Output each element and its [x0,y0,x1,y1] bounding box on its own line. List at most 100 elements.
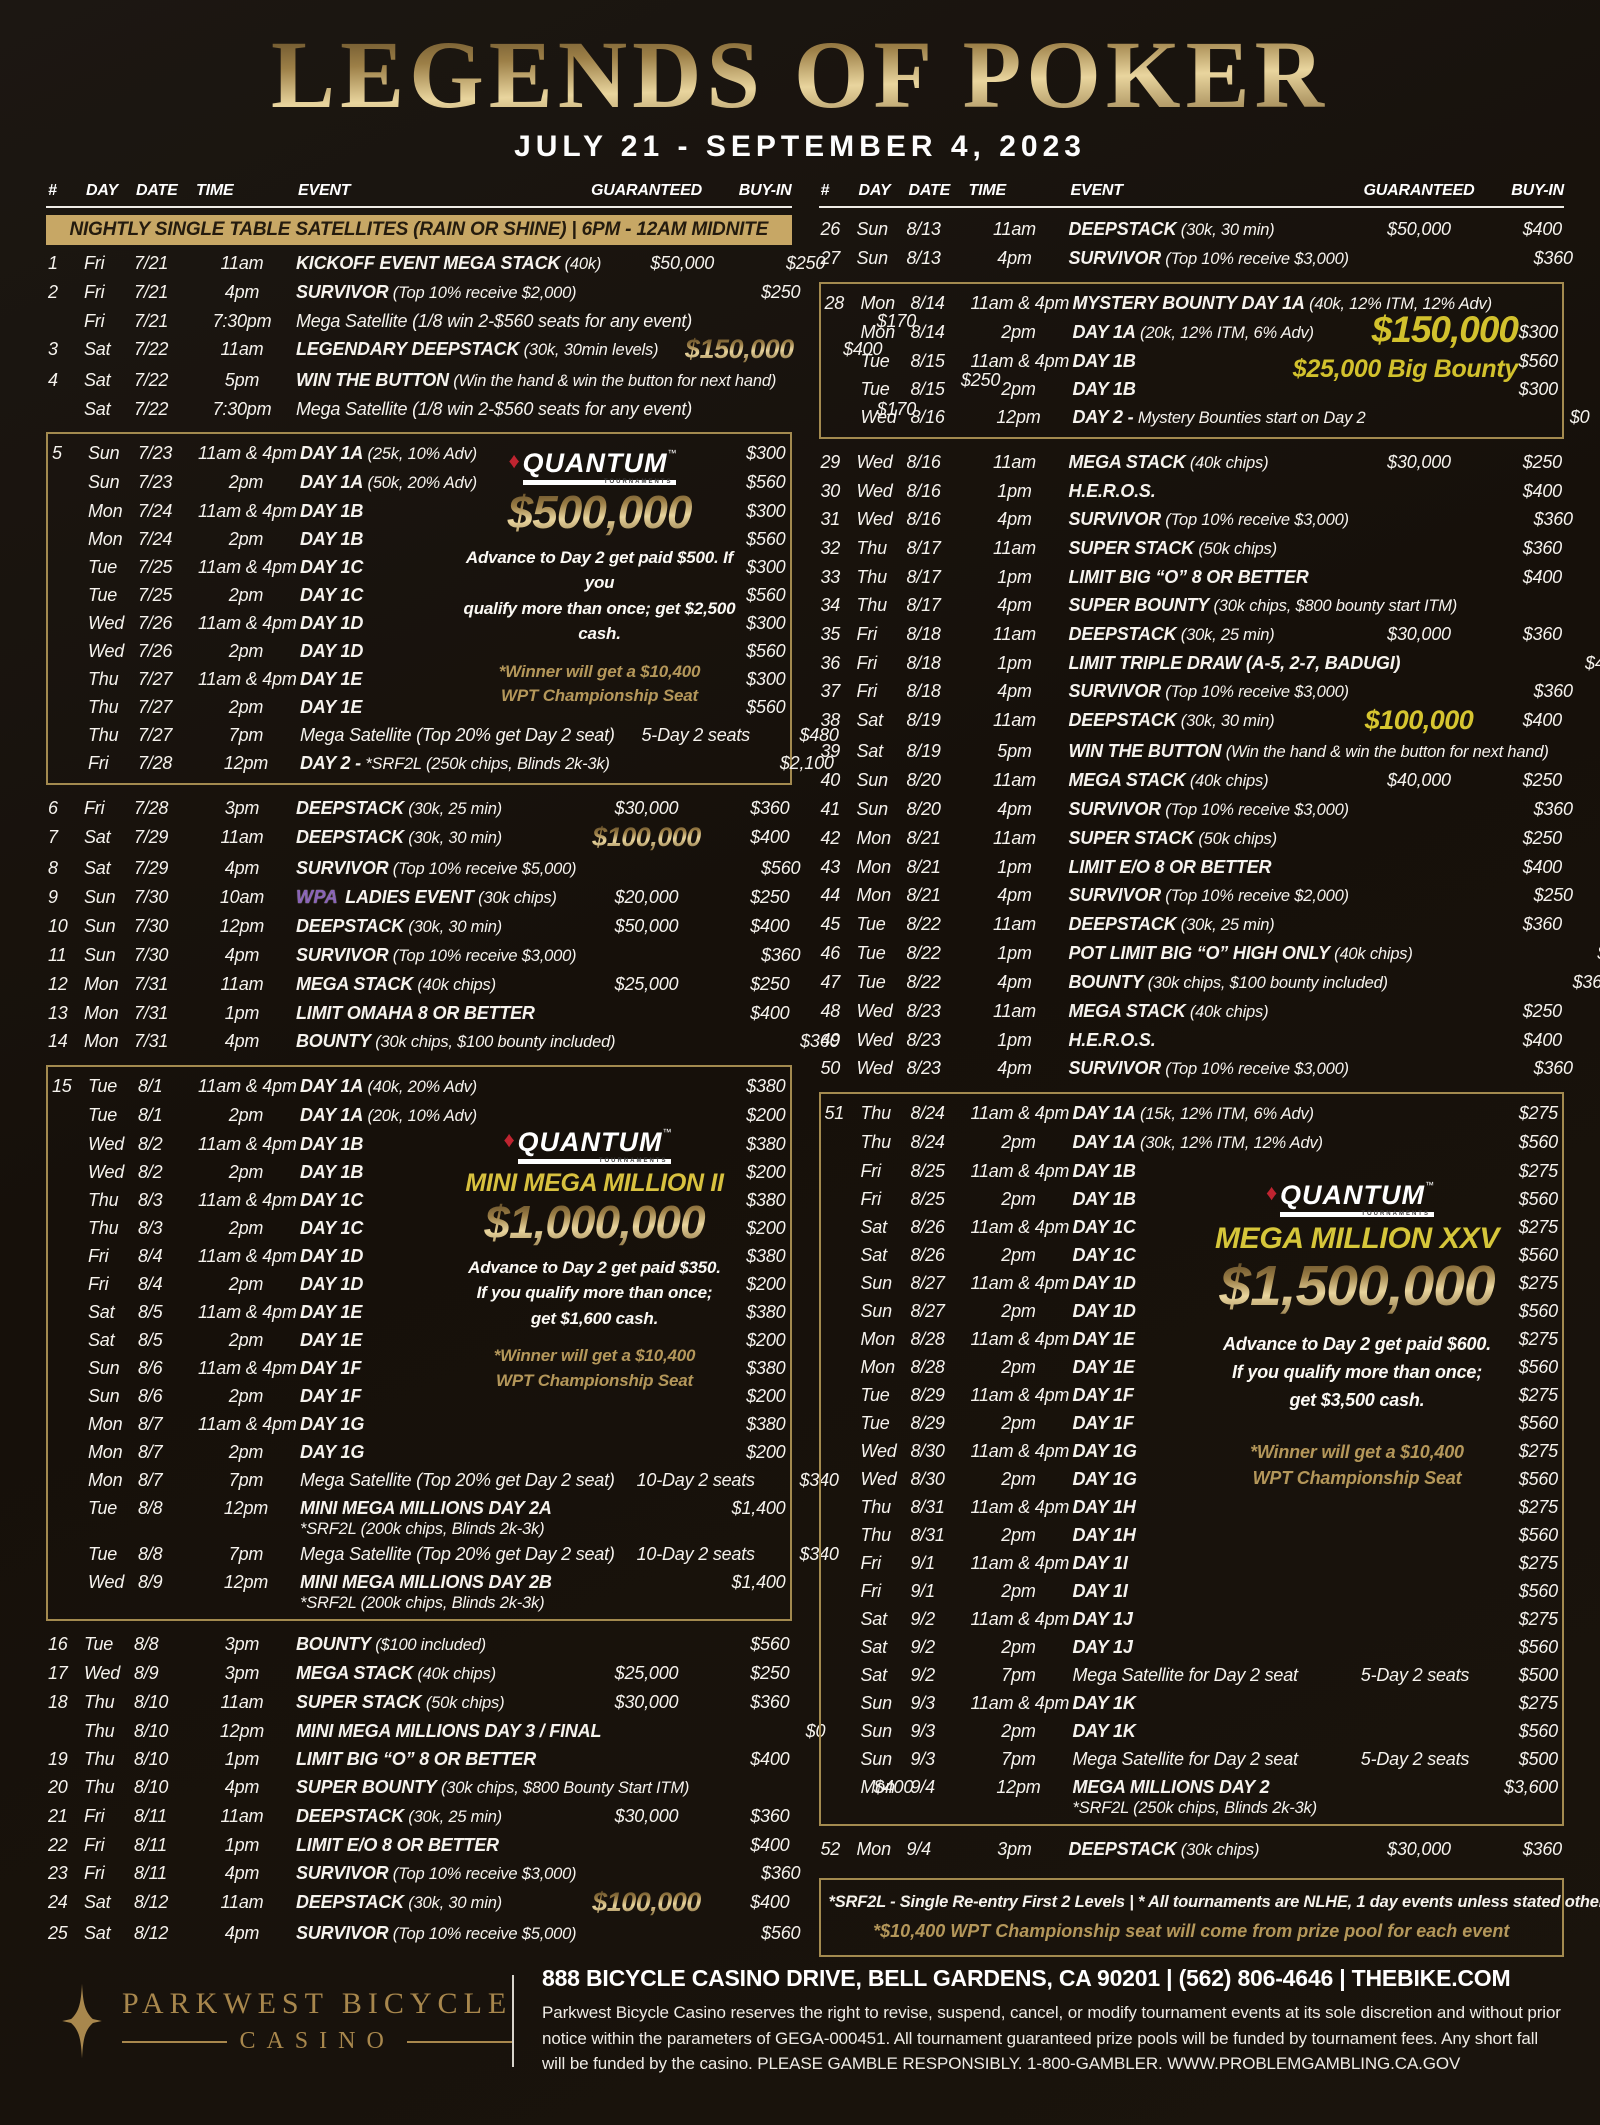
event-name-cell: DAY 1C [300,553,562,581]
event-day: Mon [860,1328,896,1349]
event-number: 5 [52,442,62,463]
event-day: Mon [88,1413,123,1434]
schedule-section: 26 Sun 8/13 11am DEEPSTACK (30k, 30 min) $50,… [819,215,1574,273]
event-time: 11am [220,1805,264,1826]
footnote-line-1: *SRF2L - Single Re-entry First 2 Levels … [828,1892,1600,1911]
promo-note-line: Advance to Day 2 get paid $350. [468,1257,721,1277]
event-buyin: $400 [1522,856,1562,877]
event-time: 4pm [997,508,1032,529]
header-event: EVENT [1070,181,1124,199]
wpa-logo: WPA [296,886,339,907]
event-name: BOUNTY [1068,971,1144,992]
guarantee-value: $30,000 [1387,1838,1451,1859]
event-row: 4 Sat 7/22 5pm WIN THE BUTTON (Win the hand … [46,366,1000,395]
footer: PARKWEST BICYCLE CASINO 888 BICYCLE CASI… [0,1937,1600,2125]
schedule-section: 15 Tue 8/1 11am & 4pm DAY 1A (40k, 20% Adv) $… [46,1064,839,1621]
event-buyin: $300 [746,442,786,463]
event-name-cell: SURVIVOR (Top 10% receive $2,000) [1069,881,1350,910]
event-name-cell: DEEPSTACK (30k, 30 min) [296,823,566,852]
event-day: Sun [84,886,116,907]
event-date: 8/15 [910,378,945,399]
event-name: LIMIT BIG “O” 8 OR BETTER [296,1748,537,1769]
event-buyin: $560 [746,696,786,717]
event-row: 3 Sat 7/22 11am LEGENDARY DEEPSTACK (30k, 30… [46,335,883,366]
event-name-cell: SURVIVOR (Top 10% receive $3,000) [1069,505,1350,534]
event-time: 2pm [228,1273,264,1294]
event-name-cell: DAY 1B [1073,1185,1335,1213]
event-time: 11am & 4pm [970,1608,1070,1629]
event-buyin: $360 [1533,508,1573,529]
event-date: 8/26 [910,1244,945,1265]
event-number: 19 [48,1748,68,1769]
event-name: SURVIVOR [1068,798,1162,819]
event-number: 31 [820,508,841,529]
event-time: 11am [220,1891,264,1912]
event-day: Sat [84,1891,111,1912]
trademark-symbol: ™ [667,447,677,458]
event-buyin: $360 [1522,913,1562,934]
event-detail: (40k chips) [1329,944,1413,963]
footer-disclaimer: Parkwest Bicycle Casino reserves the rig… [542,2003,1561,2074]
event-day: Tue [88,584,118,605]
event-number: 29 [820,451,841,472]
event-time: 11am [220,973,264,994]
event-time: 4pm [997,884,1032,905]
event-number: 44 [820,884,841,905]
event-name-cell: BOUNTY (30k chips, $100 bounty included) [1068,968,1389,997]
event-day: Fri [84,1862,105,1883]
event-number: 40 [820,769,841,790]
event-date: 9/2 [910,1636,936,1657]
promo-winner-line: WPT Championship Seat [1252,1468,1462,1489]
event-day: Fri [856,680,878,701]
event-number: 50 [820,1057,841,1078]
event-date: 8/7 [138,1413,163,1434]
event-name-cell: Mega Satellite for Day 2 seat [1073,1745,1335,1773]
event-time: 2pm [228,1385,264,1406]
event-date: 8/26 [910,1216,945,1237]
event-buyin: $380 [746,1413,786,1434]
event-day: Sun [856,218,889,239]
event-day: Sat [860,1664,888,1685]
event-name-cell: SURVIVOR (Top 10% receive $5,000) [296,1919,577,1948]
event-name: MEGA STACK [1068,451,1186,472]
event-number: 13 [48,1002,68,1023]
event-day: Thu [84,1691,115,1712]
event-row: Thu 7/27 2pm DAY 1E $560 [50,693,788,721]
event-buyin: $360 [1522,623,1562,644]
event-name-cell: MEGA STACK (40k chips) [1069,766,1339,795]
event-time: 2pm [228,1161,264,1182]
event-time: 5pm [224,369,260,390]
event-day: Sat [856,709,884,730]
event-detail: (40k chips) [413,975,496,994]
event-day: Wed [856,480,893,501]
event-date: 8/23 [906,1029,941,1050]
event-name-cell: H.E.R.O.S. [1069,1026,1339,1054]
event-time: 2pm [1001,1524,1036,1545]
event-row: Thu 7/27 11am & 4pm DAY 1E $300 [50,665,788,693]
event-time: 11am & 4pm [970,1496,1070,1517]
event-buyin: $560 [1518,1580,1558,1601]
event-row: 30 Wed 8/16 1pm H.E.R.O.S. $400 [819,477,1565,505]
event-guarantee: $100,000 [572,1888,722,1919]
event-day: Mon [856,856,892,877]
event-time: 2pm [1001,1356,1036,1377]
event-date: 8/4 [138,1245,163,1266]
event-date: 8/3 [138,1189,163,1210]
event-day: Thu [856,566,888,587]
event-day: Tue [860,1412,890,1433]
promo-winner: *Winner will get a $10,400 WPT Championsh… [440,1344,750,1393]
event-row: 15 Tue 8/1 11am & 4pm DAY 1A (40k, 20% Adv) $… [50,1072,788,1101]
event-date: 8/10 [134,1691,169,1712]
event-date: 8/19 [906,709,941,730]
event-row: 46 Tue 8/22 1pm POT LIMIT BIG “O” HIGH ONLY … [819,939,1600,968]
event-name-cell: DAY 1A (40k, 20% Adv) [300,1072,562,1101]
event-row: 14 Mon 7/31 4pm BOUNTY (30k chips, $100 boun… [46,1027,840,1056]
event-date: 7/29 [134,826,169,847]
event-time: 11am & 4pm [970,1384,1070,1405]
event-time: 1pm [997,856,1032,877]
event-day: Thu [860,1102,892,1123]
event-time: 2pm [1001,1188,1036,1209]
event-buyin: $360 [1533,1057,1573,1078]
event-detail: (30k chips) [1176,1840,1260,1859]
